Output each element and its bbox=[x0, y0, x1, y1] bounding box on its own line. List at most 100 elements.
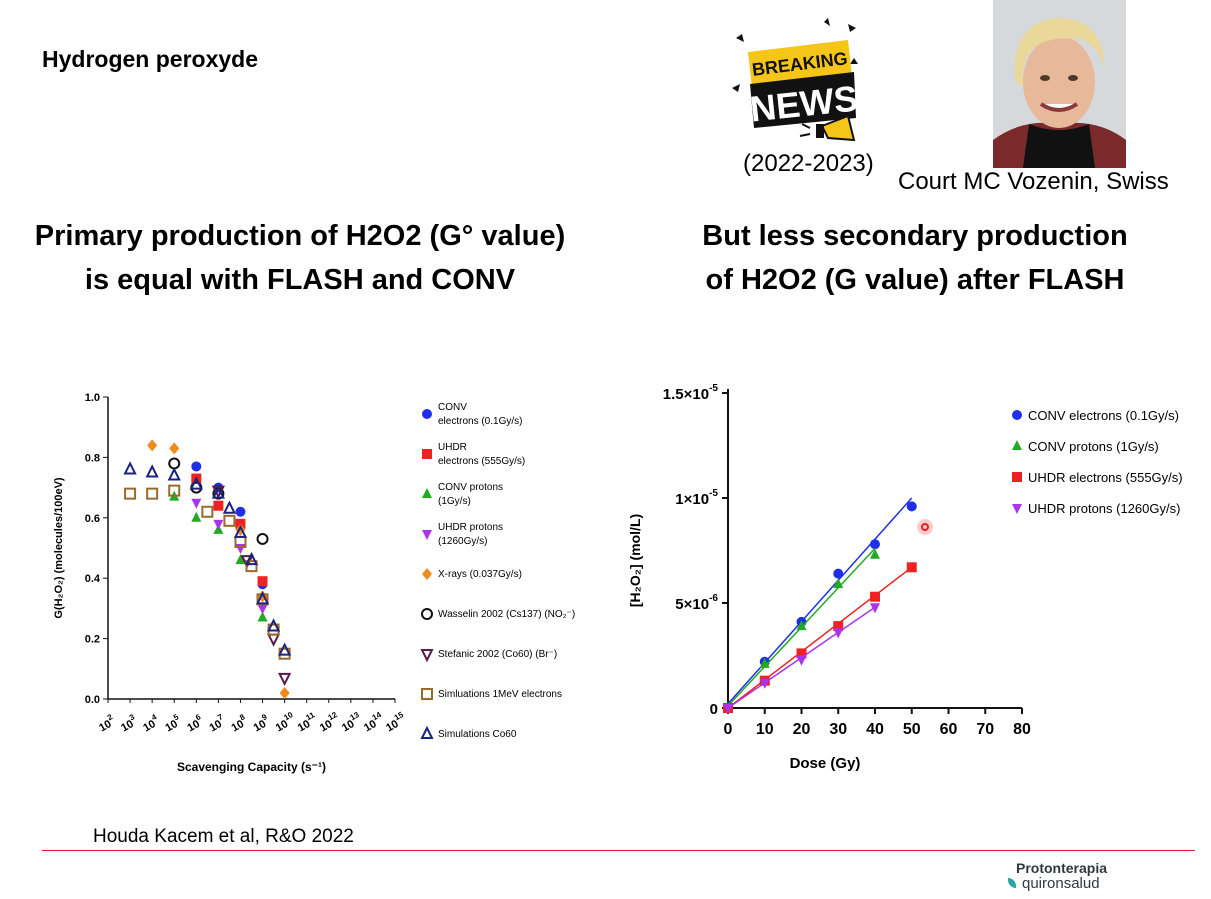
left-data-point bbox=[146, 487, 159, 500]
right-legend-label: UHDR protons (1260Gy/s) bbox=[1028, 501, 1180, 516]
left-data-point bbox=[222, 500, 237, 514]
right-data-point bbox=[833, 568, 844, 579]
left-chart-svg: 0.00.20.40.60.81.01021031041051061071081… bbox=[53, 392, 575, 774]
left-data-point bbox=[235, 506, 246, 517]
left-x-tick-label: 1010 bbox=[272, 710, 299, 735]
left-data-point bbox=[124, 487, 137, 500]
left-legend-marker bbox=[422, 409, 432, 419]
right-y-tick-label: 1.5×10-5 bbox=[663, 383, 719, 403]
left-legend-marker bbox=[421, 688, 433, 700]
right-data-point bbox=[870, 591, 880, 602]
right-x-tick-label: 50 bbox=[903, 721, 921, 738]
right-data-point bbox=[870, 539, 880, 550]
left-x-axis-title: Scavenging Capacity (s⁻¹) bbox=[177, 760, 326, 774]
right-data-point bbox=[723, 704, 733, 714]
left-data-point bbox=[169, 442, 180, 455]
left-data-point bbox=[147, 439, 158, 452]
left-legend-marker bbox=[422, 449, 432, 459]
logo-line-1: Protonterapia bbox=[1016, 860, 1108, 876]
left-x-tick-label: 102 bbox=[95, 712, 118, 734]
right-data-point bbox=[759, 657, 770, 668]
right-x-tick-label: 80 bbox=[1013, 721, 1031, 738]
left-x-tick-label: 107 bbox=[205, 712, 228, 734]
right-data-point bbox=[833, 578, 844, 589]
right-data-point bbox=[906, 501, 917, 512]
left-data-point bbox=[235, 518, 246, 529]
portrait-photo bbox=[993, 0, 1126, 168]
left-x-tick-label: 109 bbox=[250, 712, 273, 734]
left-data-point bbox=[256, 532, 269, 545]
right-x-tick-label: 0 bbox=[724, 721, 733, 738]
megaphone-icon bbox=[799, 114, 856, 142]
left-legend-label: Simluations 1MeV electrons bbox=[438, 689, 562, 700]
left-data-point bbox=[266, 618, 281, 632]
left-x-tick-label: 1015 bbox=[382, 710, 409, 735]
left-headline-line-2: is equal with FLASH and CONV bbox=[84, 264, 516, 296]
left-data-point bbox=[257, 576, 268, 587]
left-legend-marker bbox=[422, 488, 432, 498]
left-x-tick-label: 103 bbox=[117, 712, 140, 734]
left-x-tick-label: 108 bbox=[228, 712, 251, 734]
right-data-point bbox=[796, 648, 807, 659]
left-headline-line-1: Primary production of H2O2 (G° value) bbox=[34, 220, 566, 252]
left-data-point bbox=[245, 560, 258, 573]
left-data-point bbox=[167, 467, 181, 481]
left-legend-label: Simulations Co60 bbox=[438, 729, 517, 740]
left-y-tick-label: 0.2 bbox=[85, 634, 100, 646]
left-data-point bbox=[244, 551, 259, 566]
right-x-tick-label: 70 bbox=[976, 721, 994, 738]
right-x-tick-label: 10 bbox=[756, 721, 774, 738]
left-data-point bbox=[123, 461, 137, 475]
left-data-point bbox=[235, 554, 246, 565]
left-x-tick-label: 1013 bbox=[338, 710, 365, 735]
left-headline: Primary production of H2O2 (G° value) is… bbox=[0, 214, 600, 302]
slide-title: Hydrogen peroxyde bbox=[42, 46, 258, 72]
left-data-point bbox=[168, 457, 181, 470]
left-data-point bbox=[266, 633, 281, 647]
left-data-point bbox=[277, 672, 292, 687]
left-legend-marker bbox=[421, 608, 433, 620]
left-data-point bbox=[257, 604, 268, 615]
right-x-axis-title: Dose (Gy) bbox=[790, 755, 861, 772]
right-x-tick-label: 40 bbox=[866, 721, 884, 738]
left-data-point bbox=[255, 591, 270, 605]
left-data-point bbox=[213, 519, 224, 530]
right-data-point bbox=[759, 678, 770, 689]
right-data-point bbox=[870, 603, 880, 614]
left-data-point bbox=[191, 461, 202, 472]
left-data-point bbox=[168, 484, 181, 497]
right-chart: 0 5×10-6 1×10-5 1.5×10-5 0 10 20 30 40 50 60 70 80 Do… bbox=[620, 375, 1210, 795]
right-legend-marker bbox=[1012, 504, 1022, 514]
years-label: (2022-2023) bbox=[743, 150, 874, 177]
left-legend-label: UHDR protons (1260Gy/s) bbox=[438, 522, 503, 547]
left-x-tick-label: 1012 bbox=[316, 710, 343, 735]
left-x-tick-label: 1014 bbox=[360, 710, 387, 735]
left-y-tick-label: 0.6 bbox=[85, 513, 100, 525]
left-x-tick-label: 1011 bbox=[294, 710, 320, 734]
right-data-point bbox=[833, 628, 844, 639]
right-x-tick-label: 20 bbox=[793, 721, 811, 738]
left-data-point bbox=[279, 686, 290, 699]
left-y-tick-label: 0.8 bbox=[85, 452, 100, 464]
left-data-point bbox=[201, 505, 214, 518]
left-data-point bbox=[223, 514, 236, 527]
left-data-point bbox=[277, 642, 292, 656]
left-data-point bbox=[191, 511, 202, 522]
court-credit: Court MC Vozenin, Swiss bbox=[898, 168, 1169, 195]
right-data-point bbox=[870, 548, 880, 559]
left-legend-label: UHDR electrons (555Gy/s) bbox=[438, 442, 525, 467]
right-legend-label: UHDR electrons (555Gy/s) bbox=[1028, 470, 1183, 485]
left-data-point bbox=[213, 500, 224, 511]
right-data-point bbox=[906, 562, 917, 573]
right-legend-label: CONV electrons (0.1Gy/s) bbox=[1028, 408, 1179, 423]
right-y-tick-label: 5×10-6 bbox=[675, 593, 718, 613]
right-legend-marker bbox=[1012, 472, 1022, 482]
right-y-axis-title: [H₂O₂] (mol/L) bbox=[627, 514, 643, 607]
logo-line-2: quironsalud bbox=[1022, 875, 1100, 892]
left-data-point bbox=[145, 464, 159, 478]
footer-divider bbox=[42, 850, 1195, 851]
left-legend-label: CONV protons (1Gy/s) bbox=[438, 482, 503, 507]
breaking-news-badge: BREAKING NEWS bbox=[730, 18, 860, 146]
left-x-tick-label: 106 bbox=[183, 712, 206, 734]
right-legend-marker bbox=[1012, 440, 1022, 450]
